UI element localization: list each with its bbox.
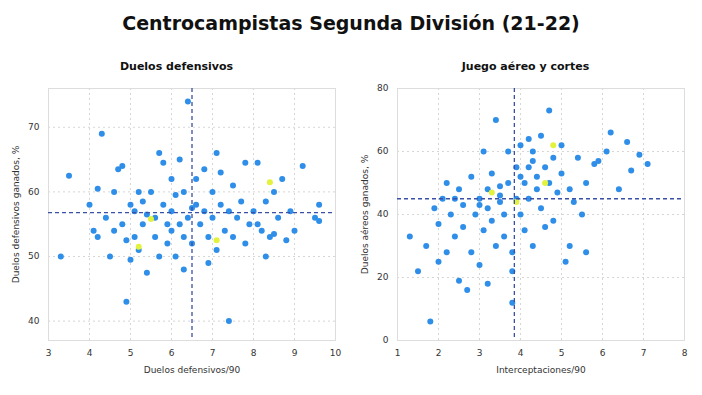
svg-text:10: 10 bbox=[330, 348, 342, 358]
svg-text:4: 4 bbox=[87, 348, 93, 358]
svg-text:70: 70 bbox=[28, 122, 40, 132]
svg-text:40: 40 bbox=[28, 316, 40, 326]
html-text:Centrocampistas Segunda Divisi: Centrocampistas Segunda División (21-22) bbox=[122, 12, 580, 34]
html-text:Duelos defensivos: Duelos defensivos bbox=[119, 60, 234, 73]
svg-text:8: 8 bbox=[251, 348, 257, 358]
svg-text:6: 6 bbox=[169, 348, 175, 358]
svg-text:8: 8 bbox=[682, 348, 688, 358]
svg-text:5: 5 bbox=[128, 348, 134, 358]
svg-text:Duelos aéreos ganados, %: Duelos aéreos ganados, % bbox=[360, 154, 370, 274]
svg-text:Duelos defensivos/90: Duelos defensivos/90 bbox=[144, 365, 241, 375]
svg-text:7: 7 bbox=[210, 348, 216, 358]
svg-text:60: 60 bbox=[377, 146, 389, 156]
svg-text:5: 5 bbox=[559, 348, 565, 358]
svg-text:2: 2 bbox=[436, 348, 442, 358]
svg-text:7: 7 bbox=[641, 348, 647, 358]
html-text:Juego aéreo y cortes: Juego aéreo y cortes bbox=[461, 60, 590, 73]
svg-text:80: 80 bbox=[377, 83, 389, 93]
svg-text:40: 40 bbox=[377, 209, 389, 219]
svg-text:Interceptaciones/90: Interceptaciones/90 bbox=[496, 365, 586, 375]
svg-text:50: 50 bbox=[28, 251, 40, 261]
svg-text:4: 4 bbox=[518, 348, 524, 358]
svg-text:60: 60 bbox=[28, 187, 40, 197]
svg-text:9: 9 bbox=[292, 348, 298, 358]
svg-text:1: 1 bbox=[395, 348, 401, 358]
svg-text:0: 0 bbox=[383, 335, 389, 345]
svg-text:Duelos defensivos ganados, %: Duelos defensivos ganados, % bbox=[11, 145, 21, 283]
svg-text:6: 6 bbox=[600, 348, 606, 358]
svg-text:3: 3 bbox=[46, 348, 52, 358]
svg-text:20: 20 bbox=[377, 272, 389, 282]
svg-text:3: 3 bbox=[477, 348, 483, 358]
